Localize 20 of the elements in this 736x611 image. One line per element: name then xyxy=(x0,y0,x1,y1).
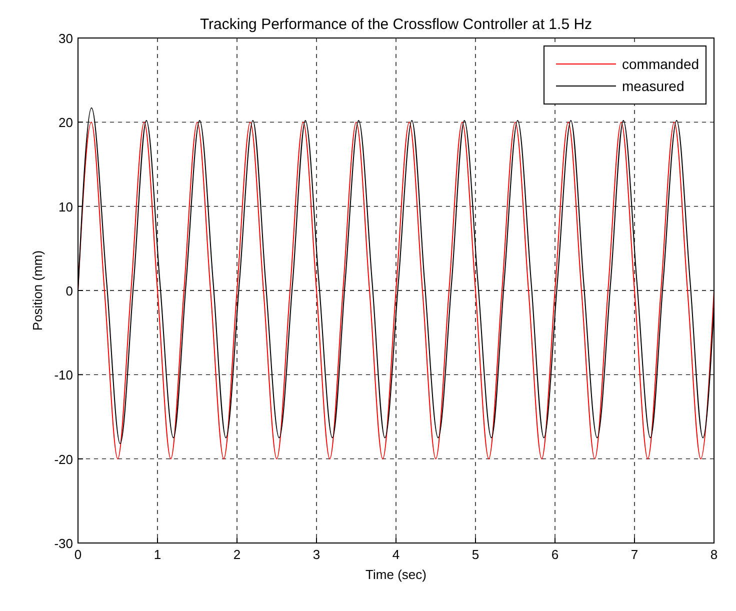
x-tick-label: 1 xyxy=(154,547,162,562)
y-tick-label: -30 xyxy=(54,536,73,551)
y-tick-label: 30 xyxy=(58,31,73,46)
x-tick-label: 8 xyxy=(710,547,718,562)
x-tick-label: 2 xyxy=(233,547,241,562)
y-tick-label: -20 xyxy=(54,452,73,467)
x-tick-label: 5 xyxy=(472,547,480,562)
x-tick-label: 7 xyxy=(630,547,638,562)
y-tick-label: -10 xyxy=(54,368,73,383)
legend-label: commanded xyxy=(622,56,700,72)
chart-title: Tracking Performance of the Crossflow Controller at 1.5 Hz xyxy=(200,16,592,33)
y-tick-label: 0 xyxy=(66,284,73,298)
y-tick-label: 20 xyxy=(58,115,73,130)
x-tick-label: 6 xyxy=(551,547,559,562)
legend-label: measured xyxy=(622,78,684,94)
x-tick-label: 4 xyxy=(392,547,400,562)
x-axis-title: Time (sec) xyxy=(366,567,426,582)
y-tick-label: 10 xyxy=(58,199,73,214)
y-axis-title: Position (mm) xyxy=(30,250,45,331)
x-tick-label: 3 xyxy=(312,547,320,562)
